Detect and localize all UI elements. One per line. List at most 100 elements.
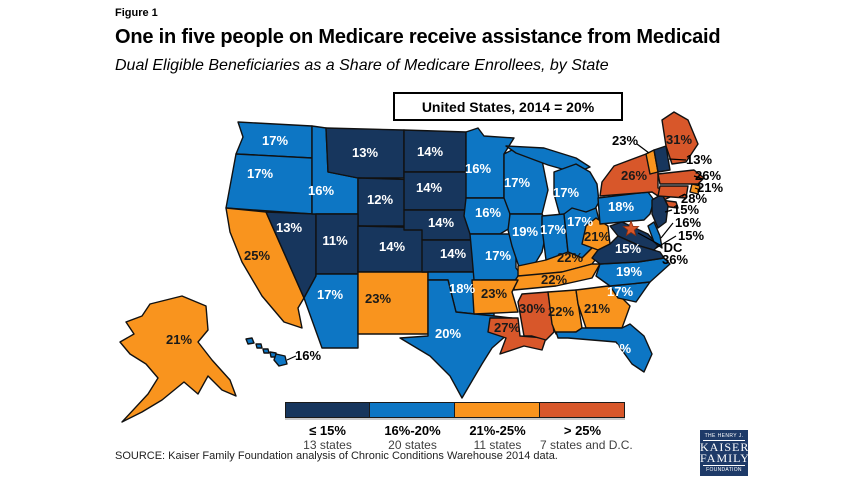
state-label-WV: 21% [584,229,610,244]
callout-label-MA: 26% [695,168,721,183]
state-label-OR: 17% [247,166,273,181]
state-HI-island-3 [262,348,270,354]
state-FL [555,323,653,373]
state-label-NY: 26% [621,168,647,183]
state-AR [471,279,519,315]
state-labels: 17% 17% 25% 13% 16% 11% 17% 13% 12% 14% … [166,132,723,363]
state-label-TN: 22% [541,272,567,287]
legend-labels: ≤ 15% 13 states 16%-20% 20 states 21%-25… [285,420,633,452]
state-label-MI: 17% [553,185,579,200]
callout-label-NJ: 15% [673,202,699,217]
state-label-MO: 17% [485,248,511,263]
state-label-LA: 27% [494,320,520,335]
state-DE [647,221,663,249]
state-label-AZ: 17% [317,287,343,302]
state-label-FL: 20% [605,341,631,356]
state-label-AL: 22% [548,304,574,319]
callout-line-DE [660,222,674,239]
state-label-MS: 30% [519,301,545,316]
state-label-SC: 17% [607,284,633,299]
national-average-box: United States, 2014 = 20% [393,92,623,121]
callout-line-HI [286,355,297,361]
kff-logo-foundation: FOUNDATION [703,465,745,473]
state-label-PA: 18% [608,199,634,214]
state-VA [591,235,665,265]
state-label-IA: 16% [475,205,501,220]
legend-range-label: ≤ 15% [309,423,346,438]
callout-line-NJ [664,209,673,213]
state-label-ME: 31% [666,132,692,147]
callout-line-NH [668,158,687,161]
state-label-MT: 13% [352,145,378,160]
callout-lines [286,143,704,361]
state-OR [225,153,313,215]
kff-logo-top-line: THE HENRY J. [703,433,745,441]
legend-swatch-21-25 [455,402,540,418]
legend-count-label: 13 states [303,438,352,452]
page-title: One in five people on Medicare receive a… [115,26,721,48]
state-label-KS: 14% [440,246,466,261]
legend-entry-over-25: > 25% 7 states and D.C. [540,420,633,452]
state-HI-island-5 [273,353,288,367]
state-label-AR: 23% [481,286,507,301]
state-label-OH: 17% [567,214,593,229]
state-label-NC: 19% [616,264,642,279]
state-label-WA: 17% [262,133,288,148]
callout-label-MD: 15% [678,228,704,243]
callout-line-MA [693,175,704,180]
state-TX [399,279,513,399]
callout-label-NH: 13% [686,152,712,167]
callout-label-HI: 16% [295,348,321,363]
callout-label-CT: 28% [681,191,707,206]
state-label-UT: 11% [322,233,348,248]
state-HI-island-2 [255,343,263,349]
state-label-ND: 14% [417,144,443,159]
state-label-NM: 23% [365,291,391,306]
state-label-IL: 19% [512,224,538,239]
legend-swatch-under-15 [285,402,370,418]
state-CT [657,185,689,199]
state-label-OK: 18% [449,281,475,296]
callout-line-CT [678,193,686,198]
state-label-NE: 14% [428,215,454,230]
state-AK [119,295,237,423]
state-label-WY: 12% [367,192,393,207]
state-label-CA: 25% [244,248,270,263]
state-HI-island-1 [245,337,255,345]
state-label-KY: 22% [557,250,583,265]
subtitle: Dual Eligible Beneficiaries as a Share o… [115,57,609,74]
state-label-WI: 17% [504,175,530,190]
legend-range-label: 16%-20% [384,423,441,438]
state-label-VA: 15% [615,241,641,256]
state-NH [653,145,671,173]
legend-entry-21-25: 21%-25% 11 states [455,420,540,452]
figure-label: Figure 1 [115,7,158,19]
source-note: SOURCE: Kaiser Family Foundation analysi… [115,450,558,462]
legend-swatch-16-20 [370,402,455,418]
legend: ≤ 15% 13 states 16%-20% 20 states 21%-25… [285,402,633,452]
callout-label-RI: 21% [697,180,723,195]
callout-label-VT: 23% [612,133,638,148]
state-LA [487,317,547,355]
state-label-NV: 13% [276,220,302,235]
callout-label-DC-value: 36% [662,252,688,267]
state-AZ [303,273,359,349]
state-label-IN: 17% [540,222,566,237]
dc-star-icon [622,219,640,237]
kff-logo: THE HENRY J. KAISER FAMILY FOUNDATION [700,430,750,476]
state-MA [657,169,705,185]
callout-label-DE: 16% [675,215,701,230]
state-shapes [119,111,705,423]
callout-line-DC [637,232,663,247]
state-label-ID: 16% [308,183,334,198]
legend-count-label: 20 states [388,438,437,452]
callout-line-VT [636,143,650,154]
legend-color-bar [285,402,625,420]
legend-range-label: > 25% [563,423,602,438]
state-label-CO: 14% [379,239,405,254]
kff-logo-kaiser: KAISER [700,440,750,454]
state-label-AK: 21% [166,332,192,347]
state-label-MN: 16% [465,161,491,176]
callout-line-MD [655,235,677,249]
